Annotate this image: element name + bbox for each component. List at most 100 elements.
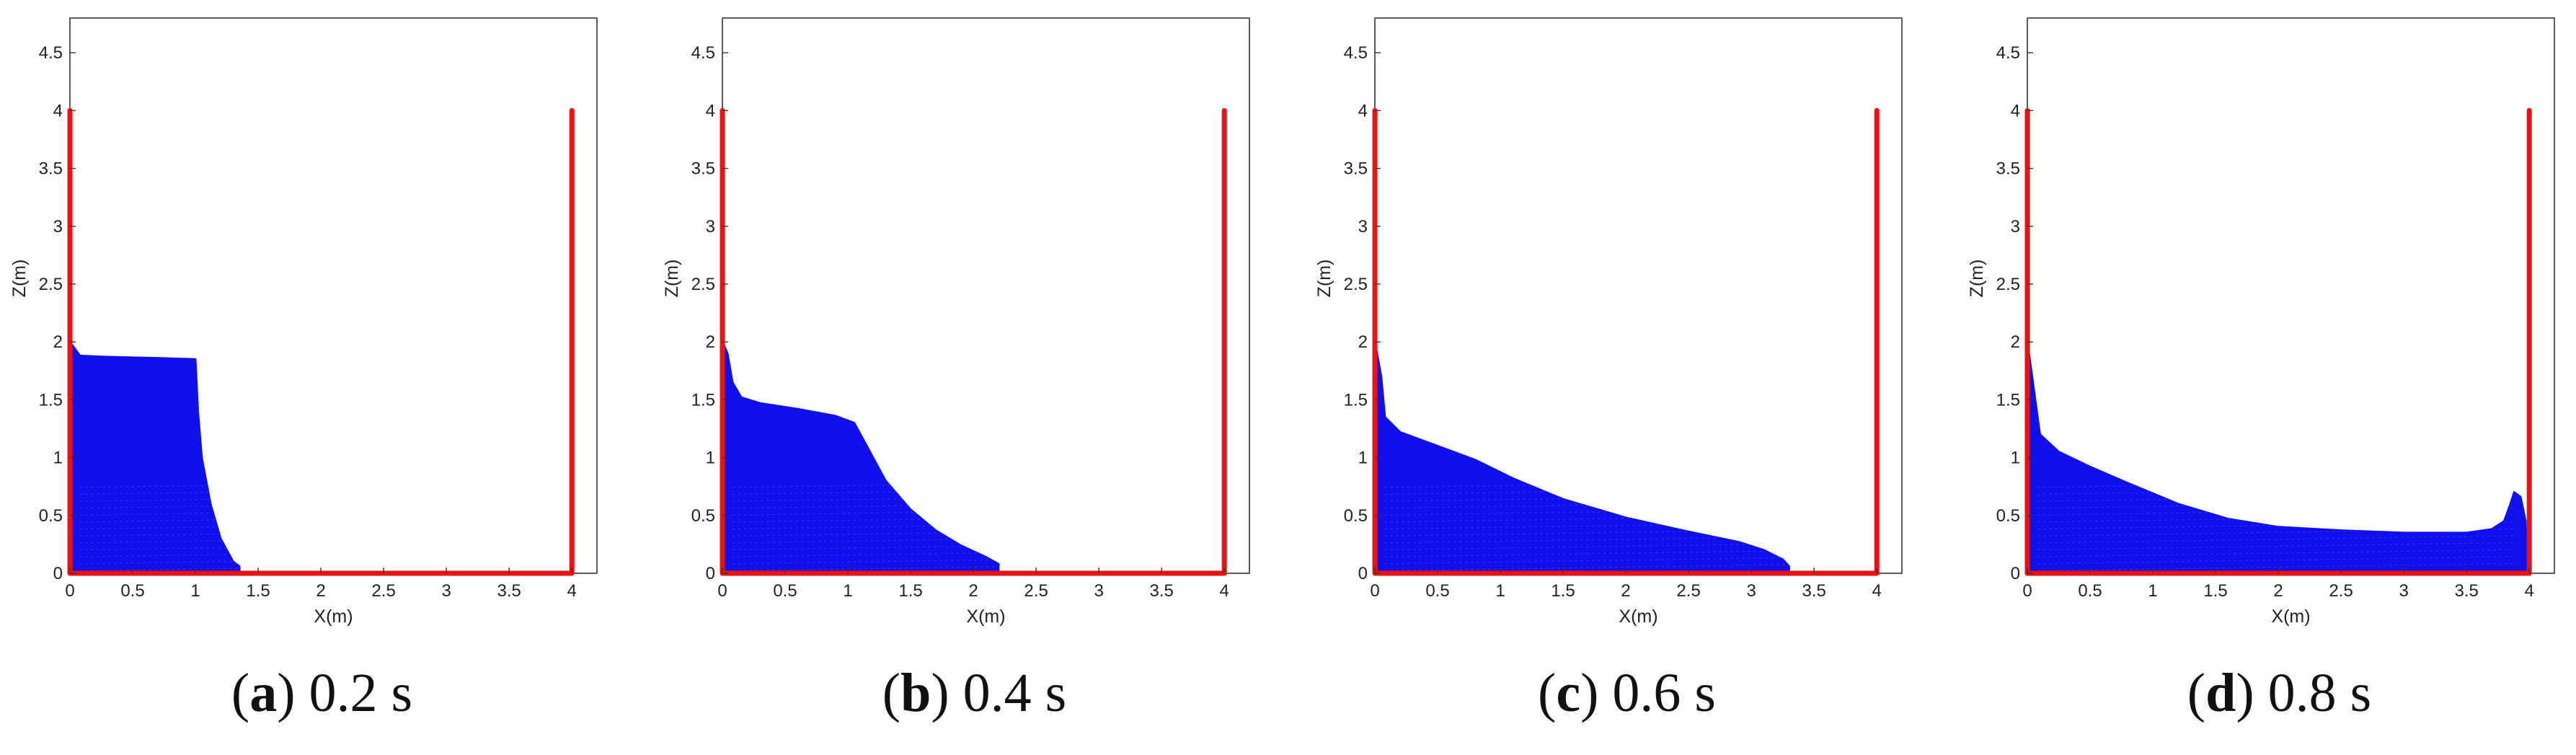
x-tick-label: 0.5	[1425, 581, 1449, 601]
y-tick-label: 0.5	[691, 506, 715, 526]
y-tick-label: 3	[1358, 217, 1368, 237]
fluid-particles	[721, 340, 1000, 575]
y-tick-label: 1.5	[1344, 390, 1368, 410]
y-tick-label: 1.5	[691, 390, 715, 410]
x-tick-label: 0.5	[120, 581, 144, 601]
caption-b-letter: b	[900, 663, 931, 723]
caption-c: (c) 0.6 s	[1538, 663, 1716, 723]
chart-b: 0 0.5 1 1.5 2 2.5 3 3.5 4 0 0.5 1 1.5 2 2.5 3 3.5 4 4.5 X(m…	[662, 17, 1250, 627]
x-tick-label: 1.5	[2203, 581, 2227, 601]
x-tick-label: 3.5	[497, 581, 521, 601]
y-tick-label: 0	[53, 564, 63, 583]
y-tick-label: 3.5	[1996, 159, 2020, 179]
x-tick-label: 3	[441, 581, 451, 601]
x-tick-label: 2	[2273, 581, 2283, 601]
y-tick-label: 0.5	[1996, 506, 2020, 526]
x-tick-label: 2.5	[2329, 581, 2353, 601]
y-tick-label: 3.5	[39, 159, 63, 179]
particle-layer	[2037, 542, 2517, 550]
y-tick-label: 4	[1358, 101, 1368, 120]
y-tick-label: 0.5	[1344, 506, 1368, 526]
particle-layer	[1384, 562, 1789, 571]
x-tick-label: 1	[2148, 581, 2157, 601]
chart-d: 0 0.5 1 1.5 2 2.5 3 3.5 4 0 0.5 1 1.5 2 2.5 3 3.5 4 4.5 X(m…	[1967, 17, 2555, 627]
y-axis-label: Z(m)	[1314, 260, 1335, 298]
x-axis-label: X(m)	[966, 606, 1005, 627]
x-tick-label: 4	[1872, 581, 1882, 601]
y-tick-label: 1	[53, 449, 63, 468]
y-tick-label: 4.5	[1344, 43, 1368, 63]
fluid-particles	[1373, 340, 1790, 575]
caption-d-time: 0.8 s	[2267, 663, 2372, 723]
caption-d: (d) 0.8 s	[2187, 663, 2372, 723]
x-tick-label: 2.5	[1024, 581, 1048, 601]
x-tick-label: 0.5	[773, 581, 797, 601]
y-axis-label: Z(m)	[1967, 260, 1987, 298]
x-tick-label: 3.5	[1802, 581, 1825, 601]
y-tick-label: 2.5	[1996, 275, 2020, 294]
x-tick-label: 2.5	[371, 581, 395, 601]
fluid-region	[2026, 340, 2528, 575]
y-tick-label: 3.5	[691, 159, 715, 179]
y-axis-label: Z(m)	[9, 260, 30, 298]
particle-layer	[2037, 556, 2517, 565]
caption-b-time: 0.4 s	[962, 663, 1067, 723]
panel-b: 0 0.5 1 1.5 2 2.5 3 3.5 4 0 0.5 1 1.5 2 2.5 3 3.5 4 4.5 X(m…	[652, 0, 1296, 755]
y-tick-label: 4.5	[39, 43, 63, 63]
x-tick-label: 0	[2022, 581, 2032, 601]
panel-c: 0 0.5 1 1.5 2 2.5 3 3.5 4 0 0.5 1 1.5 2 2.5 3 3.5 4 4.5 X(m…	[1305, 0, 1949, 755]
x-tick-label: 3	[1094, 581, 1103, 601]
x-axis-label: X(m)	[2271, 606, 2310, 627]
panel-a: 0 0.5 1 1.5 2 2.5 3 3.5 4 0 0.5 1 1.5 2 2.5 3 3.5 4 4.5 X(m…	[0, 0, 644, 755]
caption-c-time: 0.6 s	[1612, 663, 1716, 723]
caption-a-letter: a	[249, 663, 278, 723]
x-tick-label: 1.5	[246, 581, 270, 601]
particle-layer	[2037, 549, 2517, 557]
y-tick-label: 1	[2011, 449, 2020, 468]
x-tick-label: 4	[2525, 581, 2534, 601]
x-tick-label: 3	[2399, 581, 2408, 601]
y-tick-label: 0	[1358, 564, 1368, 583]
chart-c: 0 0.5 1 1.5 2 2.5 3 3.5 4 0 0.5 1 1.5 2 2.5 3 3.5 4 4.5 X(m…	[1314, 17, 1903, 627]
fluid-particles	[68, 340, 241, 575]
y-tick-label: 3.5	[1344, 159, 1368, 179]
x-tick-label: 1.5	[898, 581, 922, 601]
caption-b: (b) 0.4 s	[882, 663, 1067, 723]
particle-layer	[2037, 535, 2517, 544]
x-axis-label: X(m)	[1619, 606, 1657, 627]
y-tick-label: 0	[2011, 564, 2020, 583]
y-tick-label: 3	[706, 217, 715, 237]
x-tick-label: 3.5	[1149, 581, 1173, 601]
y-tick-label: 1.5	[1996, 390, 2020, 410]
x-tick-label: 3.5	[2454, 581, 2478, 601]
y-tick-label: 2.5	[1344, 275, 1368, 294]
x-tick-label: 0	[65, 581, 74, 601]
x-tick-label: 0.5	[2078, 581, 2102, 601]
y-tick-label: 0.5	[39, 506, 63, 526]
x-tick-label: 1	[190, 581, 200, 601]
caption-d-letter: d	[2205, 663, 2236, 723]
x-tick-label: 3	[1746, 581, 1756, 601]
x-tick-label: 1	[843, 581, 852, 601]
x-tick-label: 2	[316, 581, 325, 601]
y-tick-label: 1.5	[39, 390, 63, 410]
x-tick-label: 4	[567, 581, 577, 601]
y-tick-label: 2.5	[691, 275, 715, 294]
y-tick-label: 4	[2011, 101, 2020, 120]
y-tick-label: 2.5	[39, 275, 63, 294]
x-tick-label: 0	[717, 581, 727, 601]
fluid-particles	[2026, 340, 2528, 575]
fluid-region	[721, 340, 1000, 575]
x-tick-label: 1	[1495, 581, 1505, 601]
caption-c-letter: c	[1556, 663, 1581, 723]
y-tick-label: 2	[706, 332, 715, 352]
y-tick-label: 4.5	[1996, 43, 2020, 63]
panel-d: 0 0.5 1 1.5 2 2.5 3 3.5 4 0 0.5 1 1.5 2 2.5 3 3.5 4 4.5 X(m…	[1957, 0, 2576, 755]
x-tick-label: 0	[1370, 581, 1379, 601]
x-tick-label: 2	[968, 581, 978, 601]
y-tick-label: 0	[706, 564, 715, 583]
y-tick-label: 2	[53, 332, 63, 352]
particle-layer	[2037, 562, 2517, 571]
y-tick-label: 1	[706, 449, 715, 468]
chart-a: 0 0.5 1 1.5 2 2.5 3 3.5 4 0 0.5 1 1.5 2 2.5 3 3.5 4 4.5 X(m…	[9, 17, 598, 627]
